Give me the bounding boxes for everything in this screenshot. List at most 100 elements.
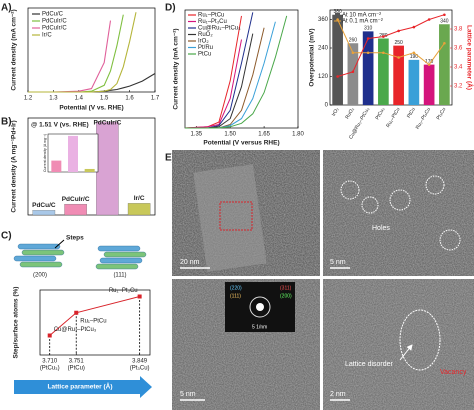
x-tick-sublabel: (PtCu₃) [40,366,60,372]
x-axis-label: Lattice parameter (Å) [47,382,112,391]
series-line-marker [412,51,416,55]
panel-label: C) [1,231,12,242]
scale-bar-label: 5 1/nm [252,324,267,330]
series-line [185,27,265,129]
value-label: 380 [333,9,342,15]
point [74,310,79,315]
x-axis-label: Potential (V vs. RHE) [59,105,123,112]
y2-tick-label: 3.4 [454,65,463,71]
annotation: Holes [372,225,390,232]
x-tick-label: 1.5 [100,96,109,102]
annotation: @ 1.51 V (vs. RHE) [31,122,89,129]
bar [347,43,359,105]
inset-y-label: Current density (A mg⁻¹) [43,134,47,172]
micrograph-grid [172,150,474,410]
plane-label: (220) [230,285,242,291]
x-tick-label: 1.4 [75,96,84,102]
y-axis-label: Step/surface atoms (%) [13,287,20,359]
scale-bar-label: 5 nm [180,391,196,398]
legend-label: PtCu [198,52,211,58]
series-line-marker [397,56,400,59]
legend-label: PdCu/C [42,12,64,18]
bar [393,45,404,105]
annotation: Vacancy [440,369,467,376]
x-tick-label: 1.6 [125,96,134,102]
point-label: Ru₁–Pt₃Cu [109,288,138,294]
value-label: 310 [364,26,373,32]
series-line-marker [366,51,370,55]
series-line [337,19,445,66]
plane-label: (200) [280,293,292,299]
bar [332,14,343,105]
y2-tick-label: 3.6 [454,46,463,52]
x-tick-label: 1.7 [151,96,160,102]
x-tick-label: 1.2 [24,96,33,102]
facet-label: (111) [113,273,126,279]
bar [378,38,389,105]
legend-label: Ru₁–Pt₃Cu [198,19,227,25]
lattice-line-marker [427,18,431,21]
panel-label: A) [1,3,12,14]
x-axis-label: Potential (V versus RHE) [203,140,279,147]
y2-axis-label: Lattice parameter (Å) [465,25,474,90]
y-axis-label: Overpotential (mV) [309,28,316,86]
value-label: 340 [440,19,449,25]
lattice-line-marker [366,37,370,40]
point [137,294,142,299]
x-tick-label: 1.3 [49,96,58,102]
annotation: Lattice disorder [345,361,394,368]
legend-swatch [335,13,340,17]
illustration-label: Steps [66,235,84,242]
x-tick-label: Ru₁–Pt₃Cu [415,106,432,130]
x-tick-label: 3.849 [132,359,148,365]
legend-label: Ru₁–PtCu [198,13,224,19]
panel-label: B) [1,117,12,128]
scale-bar-label: 5 nm [330,259,346,266]
y-axis-label: Current density (mA cm⁻²) [11,9,18,90]
legend-label: Cu@Ru₁–PtCu₃ [198,26,241,32]
bar-label: Ir/C [134,195,145,202]
inset-bar [51,160,62,172]
plot-frame [39,289,151,356]
series-line-marker [336,18,339,21]
x-tick-sublabel: (PtCu) [68,366,85,372]
bar-label: PdCu/C [32,202,56,209]
series-line-marker [382,51,385,55]
value-label: 260 [349,38,358,44]
panel-label: E) [165,153,175,164]
bar-label: PdCuIr/C [62,196,90,203]
bar [127,203,151,216]
x-tick-label: RuO₂ [344,107,355,121]
bar [64,203,87,216]
plane-label: (111) [230,293,241,299]
x-tick-label: PtCu [406,106,417,119]
scale-bar-label: 2 nm [330,391,346,398]
x-tick-label: 3.751 [69,359,85,365]
plot-frame [184,9,299,129]
y-axis-label: Current density (mA cm⁻²) [173,28,180,109]
point-label: Ru₁–PtCu [80,318,106,324]
point-label: Cu@Ru₁–PtCu₃ [54,327,97,333]
y-tick-label: 240 [318,46,329,52]
value-label: 170 [425,59,434,65]
legend-label: Ir/C [42,33,52,39]
point [47,333,52,338]
inset-bar [68,135,78,172]
plot-frame [329,9,453,106]
x-tick-label: 1.80 [292,132,304,138]
x-tick-label: Ru₁–PtCu [385,106,401,128]
legend-label: RuO₂ [198,32,213,38]
lattice-line-marker [412,25,416,29]
legend-label: IrO₂ [198,39,209,45]
arrow [14,376,152,398]
panel-label: D) [165,3,176,14]
bar [408,59,420,105]
y2-tick-label: 3.2 [454,84,463,90]
bar [423,64,435,105]
x-tick-label: PtCu₃ [374,107,386,121]
legend-label: PdCuIr/C [42,26,67,32]
legend-label: PdCuIr/C [42,19,67,25]
inset-bar [84,168,95,172]
facet-label: (200) [33,273,47,279]
